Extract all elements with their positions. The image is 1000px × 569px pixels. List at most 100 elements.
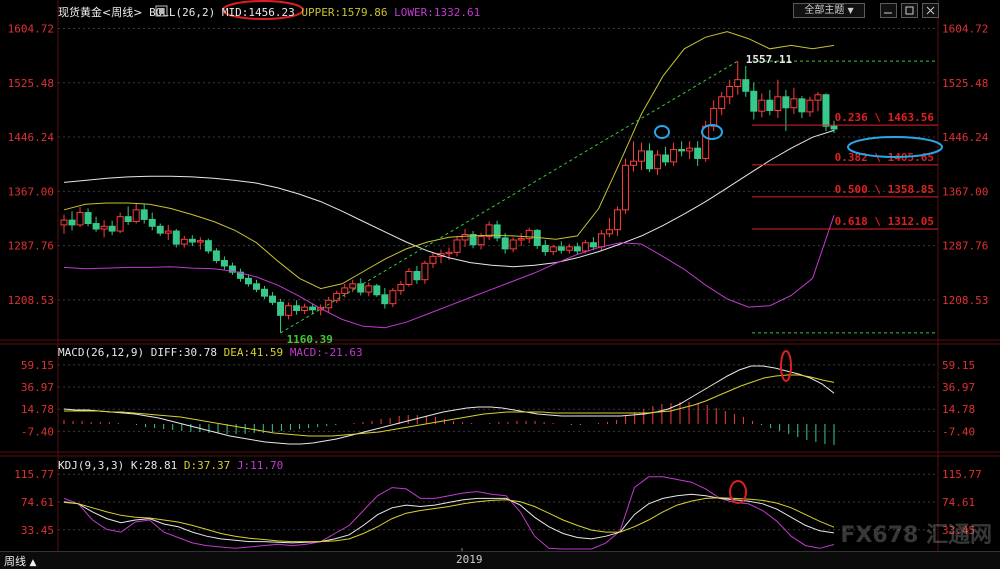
candle-body <box>92 223 100 230</box>
boll-lower-line <box>63 215 835 329</box>
candle-body <box>814 94 822 101</box>
candle-body <box>236 271 244 279</box>
close-button[interactable] <box>922 3 939 18</box>
high-price-label: 1557.11 <box>746 53 793 66</box>
candle-body <box>397 284 405 292</box>
kdj-label: KDJ(9,3,3) <box>58 459 125 472</box>
candle-body <box>453 239 461 253</box>
instrument-title[interactable]: 现货黄金<周线> <box>58 6 143 19</box>
candle-body <box>349 283 357 289</box>
annotation-ellipse-red <box>729 480 747 504</box>
candle-body <box>68 219 76 226</box>
kdj-d-line <box>63 497 835 543</box>
candle-body <box>188 238 196 243</box>
candle-body <box>244 277 252 285</box>
candle-body <box>132 209 140 222</box>
chevron-up-icon: ▲ <box>29 558 37 568</box>
y-tick-label-right: 1367.00 <box>942 185 988 198</box>
candle-body <box>180 238 188 245</box>
macd-label: MACD(26,12,9) <box>58 346 145 359</box>
candle-body <box>638 150 645 162</box>
candle-body <box>734 79 742 88</box>
y-tick-label-left: 59.15 <box>21 359 54 372</box>
boll-mid-value: MID:1456.23 <box>221 6 295 19</box>
y-tick-label-right: 59.15 <box>942 359 975 372</box>
candle-body <box>501 237 509 250</box>
y-tick-label-right: 1287.76 <box>942 240 988 253</box>
candle-body <box>541 244 549 253</box>
bottom-time-bar: 周线 ▲ 2019 <box>0 551 1000 569</box>
candle-body <box>285 305 293 316</box>
candle-body <box>782 96 790 109</box>
candle-body <box>373 285 381 296</box>
macd-header: MACD(26,12,9) DIFF:30.78 DEA:41.59 MACD:… <box>58 346 363 359</box>
restore-button[interactable] <box>901 3 918 18</box>
fib-level-label: 0.236 \ 1463.56 <box>835 111 935 124</box>
candle-body <box>549 246 557 253</box>
restore-icon <box>905 6 914 15</box>
period-label: 周线 <box>4 555 26 568</box>
kdj-j-value: J:11.70 <box>236 459 284 472</box>
candle-body <box>629 160 637 166</box>
candle-body <box>84 212 92 225</box>
y-tick-label-left: 36.97 <box>21 381 54 394</box>
y-tick-label-left: 1446.24 <box>8 131 55 144</box>
watermark-text: FX678 汇通网 <box>840 523 992 548</box>
kdj-j-line <box>63 476 835 550</box>
candle-body <box>557 246 565 251</box>
period-selector[interactable]: 周线 ▲ <box>4 553 36 569</box>
boll-upper-value: UPPER:1579.86 <box>301 6 388 19</box>
close-icon <box>926 6 935 15</box>
candle-body <box>509 239 517 250</box>
candle-body <box>678 149 686 152</box>
candle-body <box>156 225 164 234</box>
y-tick-label-left: -7.40 <box>21 425 54 438</box>
candle-body <box>621 164 629 211</box>
y-tick-label-right: 115.77 <box>942 468 982 481</box>
candle-body <box>646 150 654 170</box>
boll-upper-line <box>63 31 835 290</box>
candle-body <box>293 305 301 312</box>
candle-body <box>413 270 421 281</box>
candle-body <box>164 230 172 234</box>
candle-body <box>204 240 212 252</box>
theme-dropdown[interactable]: 全部主题 ▼ <box>793 3 865 18</box>
candle-body <box>341 287 349 294</box>
annotation-ellipse-blue <box>654 125 670 139</box>
annotation-ellipse-blue <box>701 124 723 140</box>
kdj-d-value: D:37.37 <box>183 459 231 472</box>
y-tick-label-right: 33.45 <box>942 524 975 537</box>
candle-body <box>517 238 525 241</box>
candle-body <box>261 288 269 297</box>
candle-body <box>196 240 204 243</box>
candle-body <box>253 283 260 290</box>
candle-body <box>212 250 220 262</box>
candle-body <box>220 260 228 267</box>
kdj-k-line <box>63 493 835 544</box>
candle-body <box>405 270 413 286</box>
candle-body <box>277 301 285 316</box>
y-tick-label-left: 1367.00 <box>8 185 54 198</box>
candle-body <box>148 218 156 227</box>
candle-body <box>750 90 758 112</box>
y-tick-label-right: 1525.48 <box>942 77 988 90</box>
minimize-button[interactable] <box>880 3 897 18</box>
x-axis-year-label: 2019 <box>456 553 483 566</box>
instrument-menu-icon[interactable] <box>155 5 169 17</box>
candle-body <box>766 99 774 111</box>
candle-body <box>333 292 341 301</box>
candle-body <box>790 98 798 109</box>
annotation-ellipse-red <box>780 350 792 382</box>
candle-body <box>228 265 236 273</box>
candle-body <box>702 125 710 159</box>
candle-body <box>774 96 782 111</box>
kdj-header: KDJ(9,3,3) K:28.81 D:37.37 J:11.70 <box>58 459 283 472</box>
annotation-ellipse-blue <box>847 136 943 158</box>
candle-body <box>301 306 309 312</box>
boll-lower-value: LOWER:1332.61 <box>394 6 481 19</box>
y-tick-label-right: 74.61 <box>942 496 975 509</box>
candle-body <box>670 149 678 163</box>
macd-dea-value: DEA:41.59 <box>223 346 284 359</box>
fib-level-label: 0.618 \ 1312.05 <box>835 215 934 228</box>
